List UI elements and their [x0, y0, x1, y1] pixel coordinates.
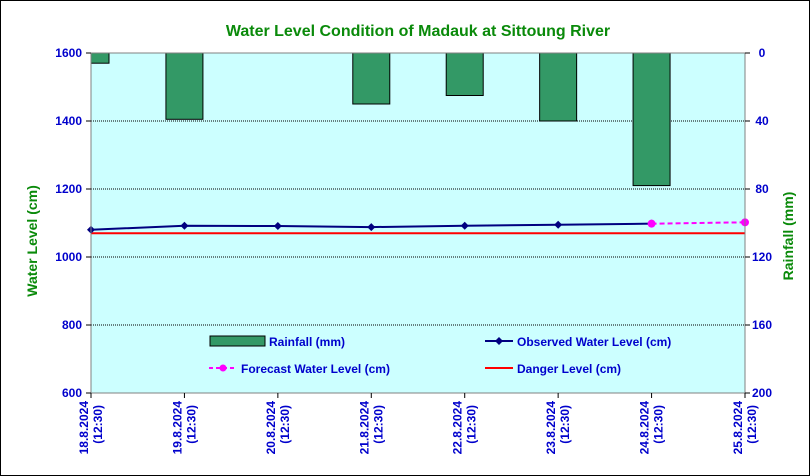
x-tick-label-0: 18.8.2024 (12:30): [77, 401, 105, 455]
observed-point-1: [180, 221, 189, 230]
y-right-tick-label-160: 160: [752, 318, 772, 332]
x-tick-date-1: 19.8.2024: [170, 401, 184, 455]
observed-point-5: [554, 220, 563, 229]
forecast-point-6: [647, 219, 656, 228]
y-left-tick-label-1400: 1400: [55, 114, 82, 128]
rainfall-bar-5: [539, 52, 578, 122]
y-left-tick-label-1000: 1000: [55, 250, 82, 264]
x-tick-date-0: 18.8.2024: [77, 401, 91, 455]
y-left-tick-label-1200: 1200: [55, 182, 82, 196]
x-tick-time-2: (12:30): [278, 405, 292, 444]
legend-danger-label: Danger Level (cm): [517, 362, 621, 376]
legend-forecast-marker: [219, 364, 227, 372]
y-right-tick-label-40: 40: [755, 114, 769, 128]
x-tick-label-2: 20.8.2024 (12:30): [264, 401, 292, 455]
x-tick-date-6: 24.8.2024: [638, 401, 652, 455]
x-tick-date-2: 20.8.2024: [264, 401, 278, 455]
x-tick-label-1: 19.8.2024 (12:30): [170, 401, 198, 455]
x-tick-date-5: 23.8.2024: [544, 401, 558, 455]
axis-ticks: 600 800 1000 1200 1400 1600 0 40 80 120 160 200 18.8…: [55, 46, 772, 454]
y-left-tick-label-600: 600: [62, 386, 82, 400]
rainfall-bar-4: [445, 52, 484, 96]
rainfall-bar-3: [352, 52, 391, 105]
x-tick-time-3: (12:30): [371, 405, 385, 444]
rainfall-bar-6: [632, 52, 671, 187]
legend-observed-marker: [495, 337, 503, 345]
x-tick-label-6: 24.8.2024 (12:30): [638, 401, 666, 455]
chart-title: Water Level Condition of Madauk at Sitto…: [226, 23, 610, 40]
x-tick-date-3: 21.8.2024: [357, 401, 371, 455]
x-tick-time-5: (12:30): [558, 405, 572, 444]
x-tick-label-5: 23.8.2024 (12:30): [544, 401, 572, 455]
x-tick-time-4: (12:30): [465, 405, 479, 444]
observed-point-2: [273, 222, 282, 231]
observed-point-3: [367, 223, 376, 232]
legend-forecast-label: Forecast Water Level (cm): [241, 362, 390, 376]
rainfall-bar-1: [165, 52, 204, 120]
y-left-tick-label-800: 800: [62, 318, 82, 332]
x-tick-label-4: 22.8.2024 (12:30): [451, 401, 479, 455]
x-tick-time-1: (12:30): [184, 405, 198, 444]
plot-border: [90, 52, 746, 394]
legend-rainfall-swatch: [209, 335, 266, 347]
legend-rainfall-label: Rainfall (mm): [269, 335, 345, 349]
water-level-lines: [87, 218, 749, 235]
x-tick-time-6: (12:30): [652, 405, 666, 444]
legend: Rainfall (mm) Observed Water Level (cm) …: [209, 335, 671, 376]
x-tick-label-7: 25.8.2024 (12:30): [731, 401, 759, 455]
x-tick-label-3: 21.8.2024 (12:30): [357, 401, 385, 455]
y-right-tick-label-80: 80: [755, 182, 769, 196]
y-right-tick-label-120: 120: [752, 250, 772, 264]
y-axis-right-title: Rainfall (mm): [780, 192, 796, 281]
gridlines: [91, 120, 745, 326]
x-tick-time-0: (12:30): [91, 405, 105, 444]
rainfall-bar-0: [90, 52, 110, 64]
x-tick-time-7: (12:30): [745, 405, 759, 444]
y-axis-left-title: Water Level (cm): [24, 185, 40, 297]
observed-point-4: [460, 221, 469, 230]
x-tick-date-4: 22.8.2024: [451, 401, 465, 455]
y-right-tick-label-0: 0: [759, 46, 766, 60]
legend-observed-label: Observed Water Level (cm): [517, 335, 671, 349]
y-right-tick-label-200: 200: [752, 386, 772, 400]
x-tick-date-7: 25.8.2024: [731, 401, 745, 455]
y-left-tick-label-1600: 1600: [55, 46, 82, 60]
